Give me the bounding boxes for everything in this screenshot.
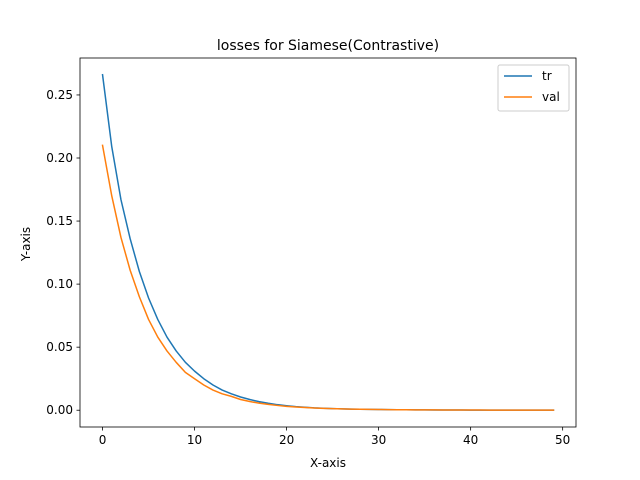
x-tick-label: 0 — [99, 433, 107, 447]
legend: tr val — [497, 64, 570, 112]
legend-box — [497, 64, 570, 112]
x-tick-label: 10 — [187, 433, 202, 447]
series-line-val — [101, 144, 555, 411]
y-tick-label: 0.00 — [46, 403, 73, 417]
x-tick-label: 30 — [371, 433, 386, 447]
legend-label-val: val — [542, 90, 560, 104]
y-tick-label: 0.10 — [46, 277, 73, 291]
series-group — [101, 73, 555, 411]
y-tick-label: 0.05 — [46, 340, 73, 354]
x-tick-label: 20 — [279, 433, 294, 447]
y-tick-label: 0.15 — [46, 214, 73, 228]
axes-frame — [79, 57, 577, 428]
axes-group: 0 10 20 30 40 50 0.00 0.05 0.10 0.15 0.20 0.25 — [46, 57, 577, 447]
y-tick-label: 0.25 — [46, 88, 73, 102]
y-axis-label: Y-axis — [19, 227, 33, 262]
x-tick-label: 50 — [555, 433, 570, 447]
y-tick-label: 0.20 — [46, 151, 73, 165]
plot-area — [80, 58, 576, 427]
chart-title: losses for Siamese(Contrastive) — [217, 38, 439, 54]
legend-label-tr: tr — [542, 69, 552, 83]
plot-background — [80, 58, 576, 427]
x-axis-label: X-axis — [310, 456, 346, 470]
x-tick-label: 40 — [463, 433, 478, 447]
